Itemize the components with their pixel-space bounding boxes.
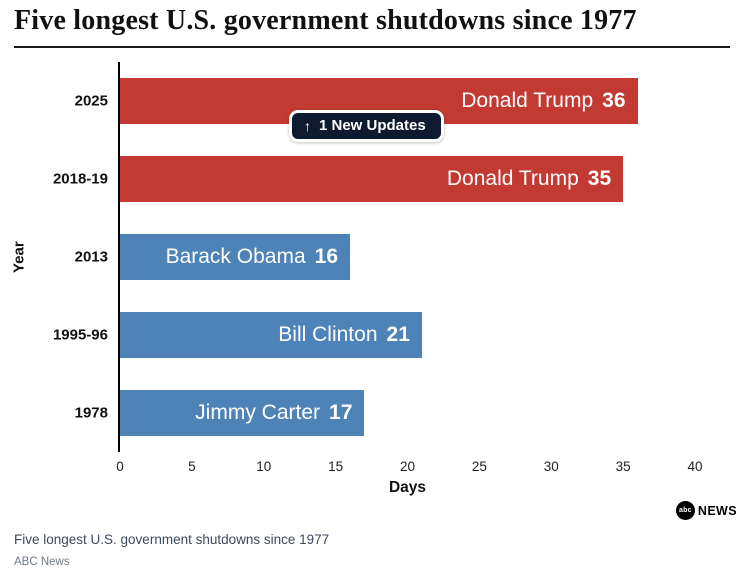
- y-tick-label: 2025: [74, 92, 108, 110]
- y-tick-label: 1978: [74, 404, 108, 422]
- bar-label: Donald Trump 35: [447, 167, 611, 191]
- bar-label-value: 21: [386, 323, 410, 346]
- x-tick-label: 0: [116, 459, 124, 474]
- x-tick-label: 5: [188, 459, 196, 474]
- x-tick-label: 10: [256, 459, 272, 474]
- bar-label-name: Jimmy Carter: [195, 401, 321, 424]
- abc-news-wordmark: NEWS: [697, 503, 737, 518]
- bar-label: Bill Clinton 21: [278, 323, 410, 347]
- bar-label-name: Donald Trump: [446, 167, 579, 190]
- bar-label-name: Barack Obama: [165, 245, 306, 268]
- title-divider: [14, 46, 730, 48]
- abc-news-logo[interactable]: abc NEWS: [675, 501, 737, 520]
- bar-label: Donald Trump 36: [461, 89, 625, 113]
- chart-row: 2018-19 Donald Trump 35: [53, 140, 695, 218]
- page-title: Five longest U.S. government shutdowns s…: [14, 5, 637, 36]
- x-tick-label: 20: [399, 459, 416, 474]
- chart-row: 2013 Barack Obama 16: [75, 218, 695, 296]
- shutdowns-bar-chart: 2025 Donald Trump 36 2018-19 Donald Trump 35 2…: [53, 62, 703, 496]
- bar-2018-19: Donald Trump 35: [120, 156, 624, 202]
- image-caption: Five longest U.S. government shutdowns s…: [14, 532, 330, 547]
- chart-rows: 2025 Donald Trump 36 2018-19 Donald Trump 35 2…: [53, 62, 695, 452]
- x-tick-label: 30: [543, 459, 559, 474]
- x-tick-label: 15: [328, 459, 344, 474]
- bar-label: Jimmy Carter 17: [195, 401, 352, 425]
- bar-label-value: 17: [329, 401, 353, 424]
- x-axis-title: Days: [388, 479, 427, 496]
- y-tick-label: 2013: [74, 248, 108, 266]
- new-updates-label: 1 New Updates: [319, 117, 426, 134]
- bar-1978: Jimmy Carter 17: [120, 390, 365, 436]
- x-tick-label: 25: [471, 459, 487, 474]
- chart-row: 1978 Jimmy Carter 17: [75, 374, 695, 452]
- x-axis: 0 5 10 15 20 25 30 35 40: [116, 452, 702, 476]
- bar-label-value: 35: [587, 167, 612, 190]
- bar-label-value: 36: [602, 89, 626, 112]
- bar-1995-96: Bill Clinton 21: [120, 312, 422, 358]
- chart-row: 1995-96 Bill Clinton 21: [53, 296, 695, 374]
- arrow-up-icon: ↑: [304, 117, 311, 134]
- bar-label-name: Bill Clinton: [278, 323, 378, 346]
- bar-label-name: Donald Trump: [461, 89, 594, 112]
- x-tick-label: 35: [615, 459, 631, 474]
- abc-circle-icon: abc: [675, 501, 695, 520]
- x-tick-label: 40: [687, 459, 703, 474]
- bar-label: Barack Obama 16: [166, 245, 338, 269]
- y-tick-label: 1995-96: [52, 326, 108, 344]
- y-axis-title: Year: [10, 241, 28, 273]
- new-updates-button[interactable]: ↑ 1 New Updates: [289, 110, 444, 142]
- y-tick-label: 2018-19: [52, 170, 108, 188]
- bar-label-value: 16: [314, 245, 338, 268]
- bar-2013: Barack Obama 16: [120, 234, 350, 280]
- image-source: ABC News: [14, 556, 70, 568]
